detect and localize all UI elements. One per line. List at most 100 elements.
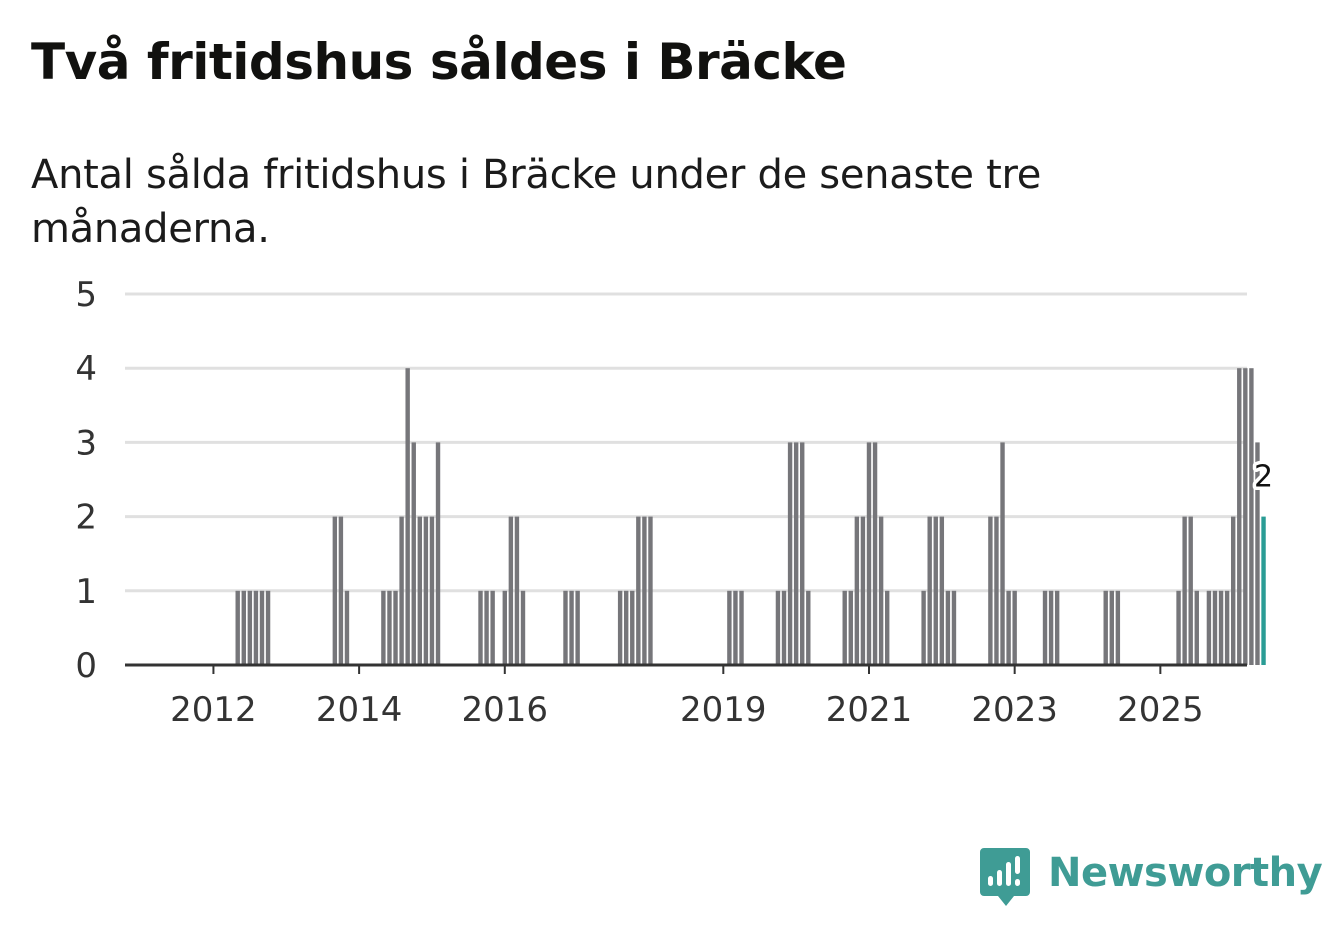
bar	[787, 442, 793, 665]
bar	[988, 516, 993, 665]
chart-subtitle: Antal sålda fritidshus i Bräcke under de…	[31, 152, 1042, 252]
bar	[1206, 590, 1212, 665]
bar	[648, 516, 653, 665]
bar	[933, 516, 938, 665]
x-axis-ticks: 2012 2014 2016 2019 2021 2023 2025	[170, 665, 1204, 730]
bar	[484, 590, 489, 665]
bar	[1006, 590, 1011, 665]
bar	[1000, 442, 1005, 665]
bar	[575, 590, 580, 665]
bar	[569, 590, 574, 665]
bar	[429, 516, 435, 665]
newsworthy-logo: Newsworthy	[980, 848, 1322, 910]
bar	[866, 442, 872, 665]
bar	[1054, 590, 1060, 665]
bar	[265, 590, 271, 665]
bar	[1182, 516, 1187, 665]
bar	[1255, 442, 1260, 665]
y-tick-label: 0	[75, 646, 97, 686]
x-tick-label: 2016	[462, 690, 549, 730]
bar	[623, 590, 629, 665]
bar	[885, 590, 890, 665]
bar	[381, 590, 386, 665]
bar	[478, 590, 483, 665]
y-tick-label: 2	[75, 498, 97, 538]
y-tick-label: 4	[75, 349, 97, 389]
bar	[733, 590, 738, 665]
y-axis-labels: 0 1 2 3 4 5	[75, 275, 97, 686]
bar	[939, 516, 945, 665]
bar	[848, 590, 853, 665]
bar	[423, 516, 429, 665]
bar	[800, 442, 805, 665]
bar	[1230, 516, 1236, 665]
bar	[806, 590, 811, 665]
bar	[490, 590, 495, 665]
bar	[921, 590, 926, 665]
bar	[1243, 368, 1248, 665]
bar	[387, 590, 392, 665]
x-tick-label: 2014	[316, 690, 403, 730]
bar	[781, 590, 787, 665]
bar	[854, 516, 860, 665]
bar	[1188, 516, 1193, 665]
bar	[563, 590, 568, 665]
bar	[1012, 590, 1017, 665]
latest-value-label: 2	[1254, 460, 1273, 495]
bars	[235, 368, 1266, 665]
bar	[1194, 590, 1199, 665]
bar	[945, 590, 951, 665]
y-tick-label: 3	[75, 423, 97, 463]
y-tick-label: 1	[75, 572, 97, 612]
bar	[435, 442, 441, 665]
chart-title: Två fritidshus såldes i Bräcke	[31, 33, 847, 91]
bar	[951, 590, 957, 665]
bar-chart: 0 1 2 3 4 5 2012 2014 2016 2019 2021 2023 2025 2	[75, 275, 1276, 730]
bar	[253, 590, 259, 665]
bar	[1212, 590, 1218, 665]
bar	[872, 442, 878, 665]
x-tick-label: 2019	[680, 690, 767, 730]
x-tick-label: 2025	[1117, 690, 1204, 730]
bar	[502, 590, 507, 665]
annotation: 2	[1250, 456, 1276, 498]
bar	[247, 590, 253, 665]
x-tick-label: 2012	[170, 690, 257, 730]
bar	[332, 516, 338, 665]
bar	[338, 516, 344, 665]
x-tick-label: 2021	[826, 690, 913, 730]
bar	[842, 590, 847, 665]
bar-latest	[1261, 516, 1266, 665]
bar	[393, 590, 398, 665]
bar	[399, 516, 404, 665]
bar	[508, 516, 514, 665]
bar	[344, 590, 350, 665]
bar	[520, 590, 526, 665]
bar	[1048, 590, 1054, 665]
bar	[927, 516, 932, 665]
y-tick-label: 5	[75, 275, 97, 315]
bar	[878, 516, 884, 665]
bar	[259, 590, 265, 665]
bar	[411, 442, 416, 665]
bar	[1109, 590, 1114, 665]
bar	[417, 516, 423, 665]
brand-name: Newsworthy	[1048, 850, 1322, 896]
bar	[1224, 590, 1230, 665]
bar	[1249, 368, 1254, 665]
x-tick-label: 2023	[971, 690, 1058, 730]
bar	[793, 442, 799, 665]
bar	[1115, 590, 1121, 665]
bar	[1103, 590, 1108, 665]
bar	[235, 590, 240, 665]
bar	[727, 590, 732, 665]
gridlines	[125, 292, 1247, 593]
bar	[739, 590, 744, 665]
bar	[642, 516, 647, 665]
bar	[405, 368, 410, 665]
bar	[1042, 590, 1048, 665]
bar	[514, 516, 520, 665]
bar	[630, 590, 635, 665]
bar	[636, 516, 641, 665]
newsworthy-logo-icon	[980, 848, 1030, 906]
